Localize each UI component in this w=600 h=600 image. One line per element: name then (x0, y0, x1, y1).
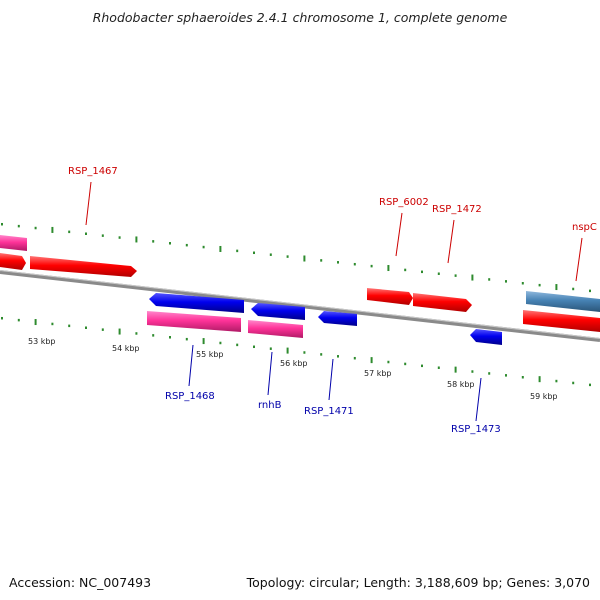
gene-RSP_1468[interactable] (149, 293, 244, 313)
kbp-label-54: 54 kbp (112, 344, 140, 353)
gene-rnhB[interactable] (251, 303, 305, 320)
gene-rnhB-pink[interactable] (248, 320, 303, 338)
label-RSP_1467[interactable]: RSP_1467 (68, 166, 118, 177)
leader-RSP_1472 (447, 219, 455, 264)
kbp-label-56: 56 kbp (280, 359, 308, 368)
gene-RSP_1473[interactable] (470, 329, 502, 345)
leader-RSP_1473 (475, 377, 482, 422)
kbp-label-57: 57 kbp (364, 369, 392, 378)
gene-nspC[interactable] (526, 291, 600, 312)
reverse-strand-genes (147, 293, 502, 345)
gene-RSP_1471[interactable] (318, 311, 357, 326)
gene-RSP_6002[interactable] (367, 288, 413, 305)
kbp-label-53: 53 kbp (28, 337, 56, 346)
map-title: Rhodobacter sphaeroides 2.4.1 chromosome… (92, 10, 508, 25)
label-leader-lines (85, 181, 583, 422)
inner-tick-track (1, 316, 591, 387)
outer-tick-track (1, 222, 591, 293)
label-RSP_1471[interactable]: RSP_1471 (304, 406, 354, 417)
genome-summary-text: Topology: circular; Length: 3,188,609 bp… (246, 575, 590, 590)
gene-RSP_1468-pink[interactable] (147, 311, 241, 332)
gene-labels: RSP_1467 RSP_6002 RSP_1472 nspC RSP_1468… (68, 166, 597, 435)
leader-RSP_1471 (328, 358, 334, 401)
chromosome-backbone-highlight (0, 270, 600, 339)
label-rnhB[interactable]: rnhB (258, 400, 282, 411)
leader-RSP_6002 (395, 212, 403, 257)
kbp-label-58: 58 kbp (447, 380, 475, 389)
kbp-label-59: 59 kbp (530, 392, 558, 401)
leader-rnhB (267, 351, 273, 396)
gene-red-partial[interactable] (0, 253, 26, 270)
leader-RSP_1468 (188, 344, 194, 387)
label-RSP_1472[interactable]: RSP_1472 (432, 204, 482, 215)
gene-red-right[interactable] (523, 310, 600, 332)
gene-RSP_1472[interactable] (413, 293, 472, 312)
leader-nspC (575, 237, 583, 282)
label-nspC[interactable]: nspC (572, 222, 597, 233)
kbp-scale-labels: 53 kbp 54 kbp 55 kbp 56 kbp 57 kbp 58 kb… (28, 337, 558, 401)
label-RSP_1473[interactable]: RSP_1473 (451, 424, 501, 435)
gene-RSP_1467[interactable] (30, 256, 137, 277)
chromosome-backbone (0, 270, 600, 342)
forward-strand-genes (0, 235, 600, 332)
leader-RSP_1467 (85, 181, 92, 226)
label-RSP_1468[interactable]: RSP_1468 (165, 391, 215, 402)
gene-pink-partial[interactable] (0, 235, 27, 251)
kbp-label-55: 55 kbp (196, 350, 224, 359)
label-RSP_6002[interactable]: RSP_6002 (379, 197, 429, 208)
accession-text: Accession: NC_007493 (9, 575, 152, 590)
